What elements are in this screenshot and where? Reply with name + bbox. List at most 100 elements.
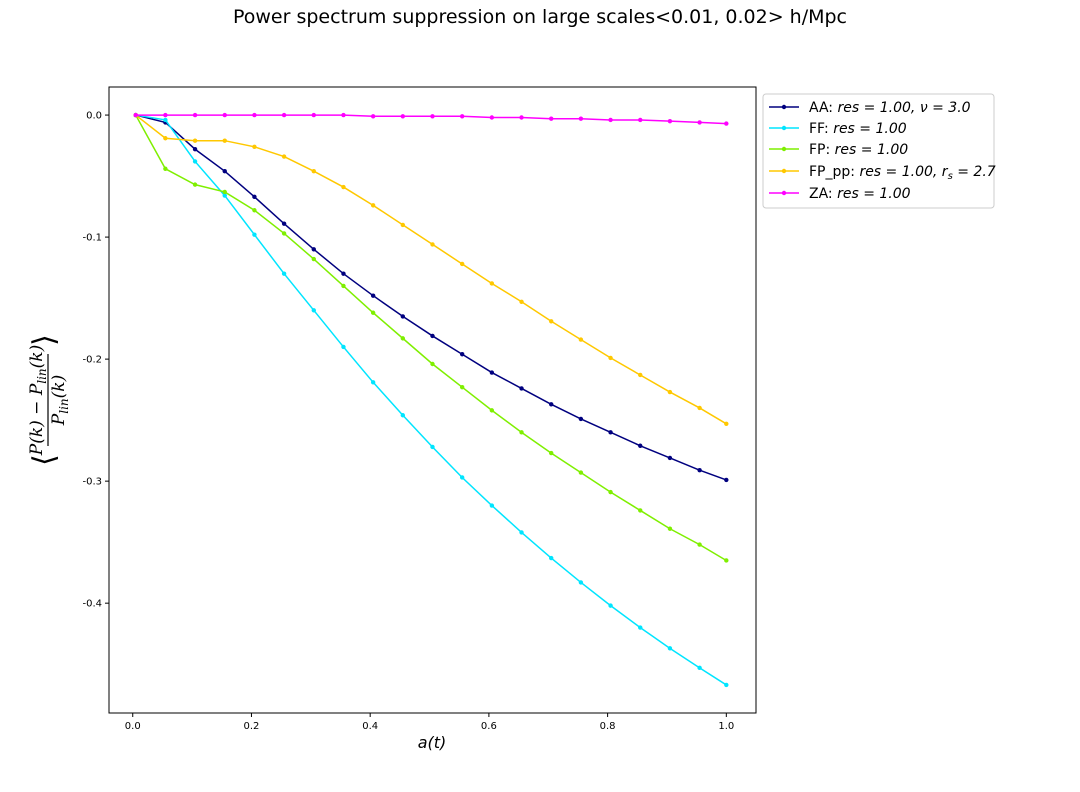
y-axis: 0.0 -0.1 -0.2 -0.3 -0.4 [82,111,109,610]
data-point-za [281,112,287,118]
data-point-fp [724,558,729,563]
legend-entry-za: ZA: res = 1.00 [769,186,911,202]
legend-entry-fp: FP: res = 1.00 [769,142,908,158]
legend-math-ff: res = 1.00 [833,121,907,137]
data-point-aa [281,221,287,226]
data-point-aa [341,271,346,276]
data-point-ff [430,444,435,450]
x-tick-label: 0.0 [125,721,141,732]
data-point-aa [370,293,376,298]
x-tick-label: 0.8 [600,721,616,732]
legend-marker-fp-pp [781,168,787,174]
data-point-za [724,121,729,126]
data-point-za [578,116,584,121]
legend-label-aa: AA: res = 1.00, ν = 3.0 [809,100,971,116]
data-point-aa [519,386,524,391]
data-point-za [459,114,465,119]
data-point-fp [400,336,406,341]
data-point-ff [638,625,643,630]
data-point-ff [667,646,673,651]
data-point-aa [578,416,584,422]
data-point-ff [578,580,584,585]
legend-prefix-za: ZA: [809,186,837,202]
legend-prefix-fp-pp: FP_pp: [809,164,859,180]
data-point-fp [608,489,613,495]
data-point-ff [608,603,613,608]
legend-math-fp: res = 1.00 [835,142,909,158]
data-point-fp-pp [252,144,257,149]
data-point-aa [697,467,702,473]
data-point-fp-pp [430,242,435,247]
data-point-za [370,114,376,119]
data-point-fp [252,208,257,213]
x-tick-label: 0.2 [244,721,260,732]
data-point-za [638,117,643,123]
series-za [133,112,729,126]
data-point-aa [311,247,316,252]
data-point-fp [638,508,643,513]
y-label-numerator: P(k) − Plin(k) [27,345,49,456]
data-point-za [133,112,138,118]
data-point-aa [724,477,729,483]
data-point-fp-pp [222,138,227,143]
data-point-za [697,120,702,125]
data-point-za [222,112,227,118]
data-point-fp-pp [163,136,168,141]
legend-marker-aa [781,104,787,110]
y-label-num-a: P(k) − P [27,383,47,456]
data-point-fp [459,384,465,390]
x-tick-label: 0.4 [362,721,378,732]
data-point-fp [311,256,316,262]
data-point-fp [163,166,168,171]
data-point-ff [311,308,316,313]
y-tick-label: -0.1 [82,233,102,244]
data-point-za [608,117,613,123]
data-point-fp-pp [724,421,729,426]
data-point-fp [341,283,346,289]
data-point-aa [252,194,257,200]
y-label-num-sub: lin [35,368,49,383]
data-point-za [252,112,257,118]
y-label-den-sub: lin [57,398,71,413]
data-point-fp [697,542,702,547]
x-axis-label: a(t) [418,733,447,752]
legend-math-fp-pp: res = 1.00, r [859,164,948,180]
data-point-aa [608,430,613,435]
data-point-za [341,112,346,118]
data-point-aa [549,402,554,407]
data-point-ff [341,344,346,350]
legend-math-aa: res = 1.00, ν = 3.0 [837,100,970,116]
data-point-ff [519,530,524,535]
data-point-fp-pp [400,222,406,228]
data-point-fp [667,526,673,531]
data-point-fp [281,231,287,236]
data-point-za [192,112,198,118]
data-point-fp [549,450,554,456]
x-axis: 0.0 0.2 0.4 0.6 0.8 1.0 [125,713,734,732]
legend: AA: res = 1.00, ν = 3.0 FF: res = 1.00 F… [762,93,996,209]
data-point-fp [519,430,524,435]
data-point-ff [549,555,554,561]
legend-marker-ff [781,125,787,131]
series-fp-pp [133,112,729,426]
legend-entry-ff: FF: res = 1.00 [769,121,907,137]
y-label-close-bracket: ⟩ [27,334,62,346]
y-label-den-b: (k) [49,375,69,399]
data-point-fp-pp [519,299,524,304]
data-point-ff [222,193,227,198]
data-point-aa [667,455,673,461]
data-point-fp-pp [311,168,316,174]
legend-label-fp: FP: res = 1.00 [809,142,908,158]
data-point-za [519,115,524,120]
data-point-ff [489,503,495,508]
data-point-fp-pp [192,138,198,143]
data-point-ff [459,475,465,480]
legend-math-za: res = 1.00 [837,186,911,202]
data-point-za [489,115,495,120]
data-point-fp-pp [341,184,346,190]
legend-box [762,93,995,209]
y-label-num-b: (k) [27,345,47,369]
data-point-fp [430,361,435,367]
data-point-za [549,116,554,121]
data-point-aa [638,443,643,448]
